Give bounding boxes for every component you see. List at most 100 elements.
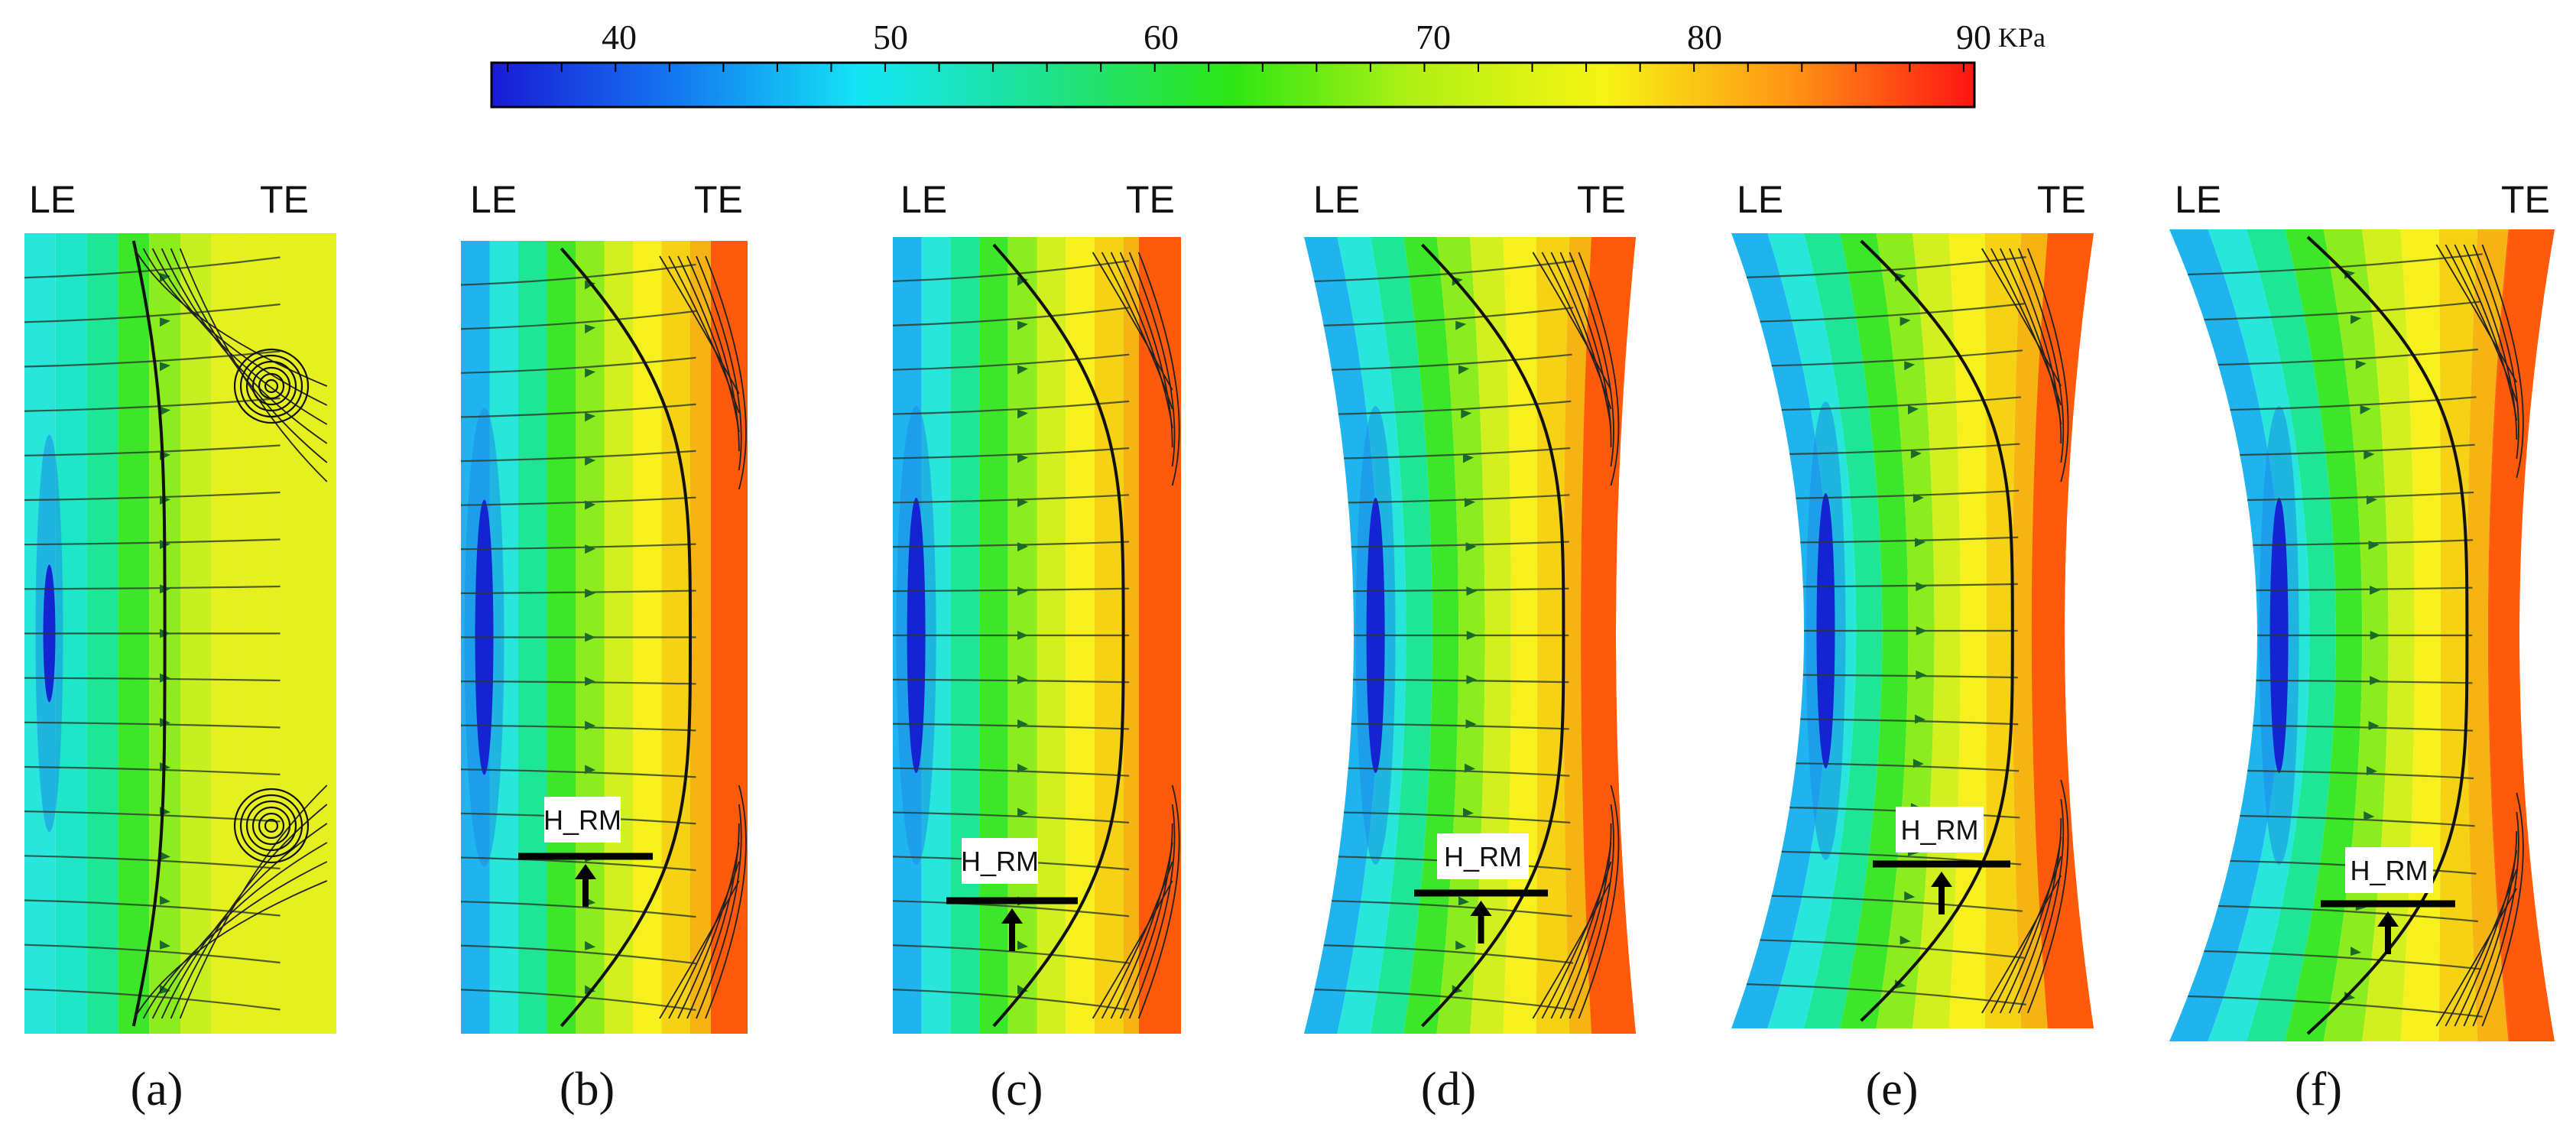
separation-line <box>992 243 1125 1028</box>
flow-arrow <box>2363 811 2375 820</box>
vortex-ring <box>245 360 297 412</box>
flow-arrow <box>160 851 171 861</box>
flow-arrow <box>160 362 171 372</box>
streamline <box>892 307 1130 326</box>
panel-e-hrm-marker: H_RM <box>1873 807 2010 914</box>
streamline <box>2218 905 2478 923</box>
streamline <box>1323 944 1574 964</box>
streamline <box>2256 586 2473 592</box>
corner-streamline <box>677 255 740 433</box>
streamline <box>892 260 1130 282</box>
flow-arrow <box>1017 586 1029 596</box>
corner-streamline <box>1578 252 1620 486</box>
corner-streamline <box>2017 248 2065 463</box>
flow-arrow <box>1913 493 1924 503</box>
streamline <box>460 450 696 463</box>
corner-streamline <box>1137 252 1180 486</box>
flow-arrow <box>1461 409 1472 419</box>
streamline <box>460 901 696 918</box>
corner-streamline <box>2463 244 2518 440</box>
streamline <box>24 899 281 917</box>
corner-streamline <box>2008 248 2062 444</box>
corner-streamline <box>2472 811 2519 1027</box>
flow-arrow <box>1913 758 1924 768</box>
corner-streamline <box>1137 784 1180 1019</box>
flow-arrow <box>585 940 596 950</box>
pressure-band <box>1304 237 1380 1034</box>
trailing-edge-high-pressure <box>2031 233 2094 1028</box>
flow-arrow <box>585 632 596 642</box>
corner-streamline <box>179 248 328 482</box>
hrm-label-box <box>2345 847 2433 893</box>
corner-streamline <box>1990 856 2062 1014</box>
corner-streamline <box>2454 849 2518 1027</box>
pressure-band <box>2285 229 2363 1041</box>
flow-arrow <box>1915 714 1926 724</box>
panel-c-streamlines <box>892 243 1180 1028</box>
streamline <box>24 944 281 964</box>
panel-a-streamlines <box>24 240 328 1027</box>
flow-arrow <box>1017 453 1029 463</box>
streamline <box>1760 939 2025 959</box>
panel-d-contour <box>1304 237 1636 1034</box>
vortex-ring <box>233 788 310 864</box>
hrm-arrow-head <box>2377 911 2399 927</box>
streamline <box>1353 587 1569 593</box>
streamline <box>892 587 1130 593</box>
corner-streamline <box>1559 823 1612 1019</box>
panel-b-caption: (b) <box>559 1064 615 1116</box>
vortex-ring <box>258 812 285 840</box>
panel-e-contour <box>1731 233 2094 1028</box>
flow-arrow <box>1465 719 1477 729</box>
corner-streamline <box>1569 252 1614 467</box>
flow-arrow <box>1017 674 1029 684</box>
corner-streamline <box>705 784 747 1019</box>
streamline <box>24 397 281 412</box>
panel-f-le-label: LE <box>2175 178 2222 221</box>
flow-arrow <box>1916 582 1927 592</box>
corner-streamline <box>1990 248 2062 406</box>
streamline <box>892 811 1130 823</box>
streamline <box>24 585 281 590</box>
hrm-label-box <box>1896 807 1984 853</box>
flow-arrow <box>585 412 596 422</box>
streamline <box>1796 489 2020 499</box>
flow-arrow <box>1915 538 1926 547</box>
flow-arrow <box>2355 360 2367 369</box>
flow-arrow <box>1462 453 1474 463</box>
colorbar-tick: 40 <box>602 18 637 57</box>
flow-arrow <box>585 544 596 554</box>
streamline <box>2253 724 2474 732</box>
streamline <box>1789 443 2020 455</box>
panel-e-streamlines <box>1746 239 2069 1022</box>
streamline <box>2247 769 2474 780</box>
panel-e-le-label: LE <box>1737 178 1784 221</box>
streamline <box>2188 995 2483 1018</box>
flow-arrow <box>1907 405 1919 415</box>
panel-e-caption: (e) <box>1865 1064 1919 1116</box>
streamline <box>1348 494 1570 504</box>
flow-arrow <box>1466 586 1478 596</box>
flow-arrow <box>585 588 596 598</box>
flow-arrow <box>585 456 596 466</box>
corner-streamline <box>2481 792 2524 1027</box>
flow-arrow <box>1465 542 1477 552</box>
corner-streamline <box>1569 804 1614 1019</box>
streamline <box>460 263 696 286</box>
flow-arrow <box>585 324 596 334</box>
colorbar-tick: 80 <box>1687 18 1722 57</box>
streamline <box>24 538 281 546</box>
flow-arrow <box>1904 891 1916 901</box>
corner-streamline <box>696 804 742 1019</box>
panel-c-caption: (c) <box>990 1064 1043 1116</box>
streamline <box>460 768 696 778</box>
vortex-ring <box>233 348 310 424</box>
vortex-ring <box>258 372 285 400</box>
flow-arrow <box>1017 940 1029 950</box>
flow-arrow <box>1017 763 1029 773</box>
flow-arrow <box>1017 409 1029 419</box>
panel-f-te-label: TE <box>2501 178 2550 221</box>
flow-arrow <box>1900 317 1911 326</box>
corner-streamline <box>2026 779 2069 1014</box>
hrm-arrow-head <box>575 864 596 879</box>
